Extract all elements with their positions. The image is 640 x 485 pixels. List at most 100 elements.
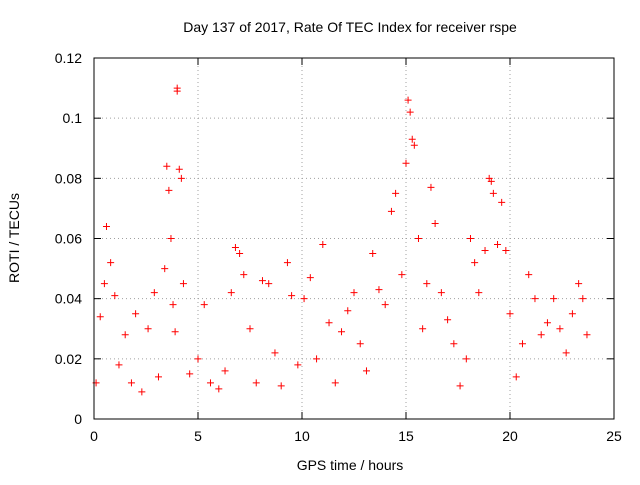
data-point [194, 355, 202, 363]
y-tick-label: 0.04 [55, 291, 82, 307]
data-point [111, 292, 119, 300]
data-point [215, 385, 223, 393]
data-point [252, 379, 260, 387]
data-point [387, 207, 395, 215]
data-point [338, 328, 346, 336]
x-tick-label: 0 [90, 428, 98, 444]
data-point [487, 177, 495, 185]
data-point [102, 222, 110, 230]
data-point [132, 310, 140, 318]
data-point [494, 241, 502, 249]
data-point [568, 310, 576, 318]
data-point [306, 274, 314, 282]
y-tick-label: 0.06 [55, 231, 82, 247]
y-axis-label: ROTI / TECUs [6, 193, 22, 283]
data-point [518, 340, 526, 348]
data-point [186, 370, 194, 378]
data-point [150, 289, 158, 297]
y-tick-label: 0.08 [55, 170, 82, 186]
data-point [246, 325, 254, 333]
data-point [502, 247, 510, 255]
data-point [406, 108, 414, 116]
data-point [154, 373, 162, 381]
data-point [481, 247, 489, 255]
data-point [369, 250, 377, 258]
chart-title: Day 137 of 2017, Rate Of TEC Index for r… [183, 19, 517, 35]
data-point [471, 259, 479, 267]
data-point [121, 331, 129, 339]
data-point [456, 382, 464, 390]
data-point [283, 259, 291, 267]
y-tick-label: 0.1 [63, 110, 83, 126]
data-point [506, 310, 514, 318]
data-point [206, 379, 214, 387]
data-point [240, 271, 248, 279]
data-point [175, 165, 183, 173]
axis-ticks: 0 5 10 15 20 25 0 0.02 0.04 0.06 0.08 0.1 0.12 [55, 50, 622, 444]
data-point [437, 289, 445, 297]
data-point [331, 379, 339, 387]
data-point [556, 325, 564, 333]
data-point [100, 280, 108, 288]
data-point [319, 241, 327, 249]
data-point [300, 295, 308, 303]
data-point [231, 244, 239, 252]
data-point [177, 174, 185, 182]
data-point [402, 159, 410, 167]
data-point [410, 141, 418, 149]
x-tick-label: 10 [294, 428, 310, 444]
data-point [127, 379, 135, 387]
data-point [271, 349, 279, 357]
data-point [173, 84, 181, 92]
data-point [167, 235, 175, 242]
data-point [498, 198, 506, 206]
x-tick-label: 5 [194, 428, 202, 444]
data-point [288, 292, 296, 300]
data-point [258, 277, 266, 285]
y-tick-label: 0.12 [55, 50, 82, 66]
data-point [325, 319, 333, 327]
data-point [575, 280, 583, 288]
data-point [236, 250, 244, 258]
data-point [392, 189, 400, 197]
data-point [423, 280, 431, 288]
data-point [171, 328, 179, 336]
data-point [531, 295, 539, 303]
data-point [431, 219, 439, 227]
data-point [512, 373, 520, 381]
data-point [489, 189, 497, 197]
data-point [294, 361, 302, 369]
data-point [583, 331, 591, 339]
data-point [475, 289, 483, 297]
x-axis-label: GPS time / hours [297, 457, 404, 473]
x-tick-label: 25 [606, 428, 622, 444]
x-tick-label: 20 [502, 428, 518, 444]
data-point [562, 349, 570, 357]
data-point [200, 301, 208, 309]
data-point [525, 271, 533, 279]
y-tick-label: 0.02 [55, 351, 82, 367]
grid-lines [94, 58, 614, 419]
data-point [537, 331, 545, 339]
x-tick-label: 15 [398, 428, 414, 444]
data-point [362, 367, 370, 375]
data-point [408, 135, 416, 143]
data-point [163, 162, 171, 170]
data-point [221, 367, 229, 375]
data-point [313, 355, 321, 363]
data-point [444, 316, 452, 324]
data-point [398, 271, 406, 279]
data-point [466, 235, 474, 242]
data-point [115, 361, 123, 369]
data-points [92, 84, 591, 396]
data-point [179, 280, 187, 288]
data-point [550, 295, 558, 303]
y-tick-label: 0 [74, 411, 82, 427]
data-point [138, 388, 146, 396]
data-point [462, 355, 470, 363]
data-point [375, 286, 383, 294]
data-point [356, 340, 364, 348]
data-point [450, 340, 458, 348]
data-point [107, 259, 115, 267]
